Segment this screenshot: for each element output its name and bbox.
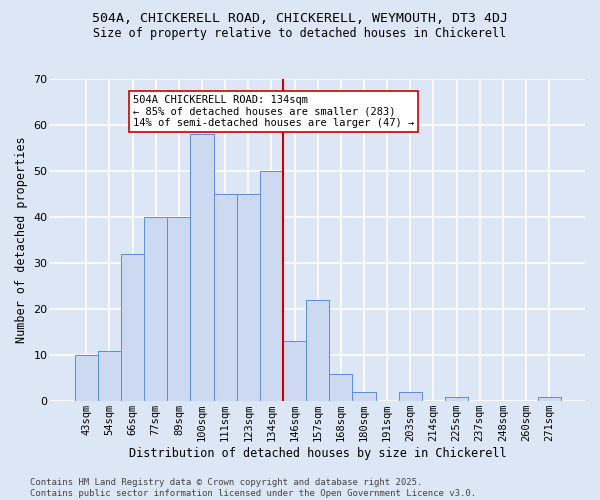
- Text: 504A CHICKERELL ROAD: 134sqm
← 85% of detached houses are smaller (283)
14% of s: 504A CHICKERELL ROAD: 134sqm ← 85% of de…: [133, 95, 414, 128]
- Bar: [167, 217, 190, 401]
- Bar: [399, 392, 422, 401]
- Y-axis label: Number of detached properties: Number of detached properties: [15, 137, 28, 344]
- Bar: [214, 194, 237, 401]
- Bar: [283, 342, 306, 401]
- Bar: [306, 300, 329, 401]
- Bar: [98, 350, 121, 401]
- Text: Contains HM Land Registry data © Crown copyright and database right 2025.
Contai: Contains HM Land Registry data © Crown c…: [30, 478, 476, 498]
- Bar: [75, 355, 98, 401]
- Bar: [538, 396, 561, 401]
- Bar: [260, 171, 283, 401]
- Bar: [329, 374, 352, 401]
- Bar: [237, 194, 260, 401]
- Bar: [144, 217, 167, 401]
- Text: 504A, CHICKERELL ROAD, CHICKERELL, WEYMOUTH, DT3 4DJ: 504A, CHICKERELL ROAD, CHICKERELL, WEYMO…: [92, 12, 508, 26]
- X-axis label: Distribution of detached houses by size in Chickerell: Distribution of detached houses by size …: [129, 447, 506, 460]
- Text: Size of property relative to detached houses in Chickerell: Size of property relative to detached ho…: [94, 28, 506, 40]
- Bar: [445, 396, 468, 401]
- Bar: [352, 392, 376, 401]
- Bar: [190, 134, 214, 401]
- Bar: [121, 254, 144, 401]
